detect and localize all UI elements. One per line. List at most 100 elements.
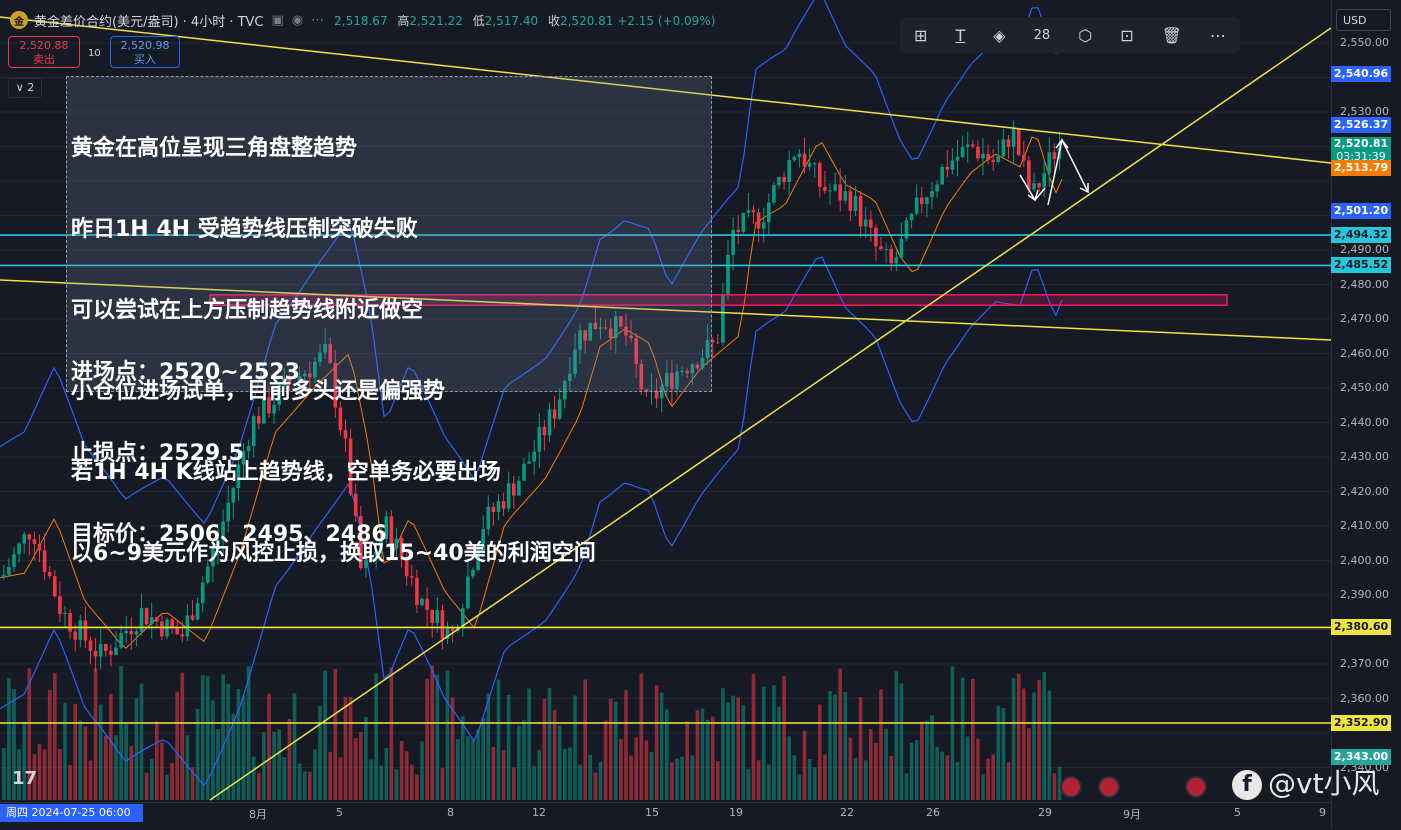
candle-body (302, 373, 307, 377)
volume-bar (527, 688, 531, 800)
candle-body (277, 385, 281, 405)
volume-bar (675, 758, 679, 800)
candle-body (491, 506, 496, 512)
volume-bar (262, 732, 266, 800)
candle-body (338, 407, 343, 431)
eye-icon[interactable]: ◉ (291, 12, 304, 28)
text-icon[interactable]: T (955, 25, 966, 45)
volume-bar (1047, 690, 1052, 800)
candle-body (726, 254, 730, 295)
candle-body (909, 213, 914, 221)
volume-bar (619, 739, 623, 800)
lock-icon[interactable]: ⊡ (1120, 25, 1134, 45)
candle-body (420, 598, 424, 606)
candle-body (578, 330, 582, 350)
high-value: 2,521.22 (409, 13, 463, 28)
candle-body (58, 596, 62, 615)
ascending-trendline (209, 27, 1331, 801)
candle-body (445, 627, 450, 639)
volume-bar (848, 737, 853, 800)
price-tick: 2,460.00 (1340, 346, 1389, 360)
volume-bar (950, 666, 955, 800)
candle-body (991, 160, 995, 162)
volume-bar (175, 691, 179, 800)
candle-body (63, 612, 67, 615)
price-tick: 2,370.00 (1340, 657, 1389, 670)
annotation-lines: 黄金在高位呈现三角盘整趋势 昨日1H 4H 受趋势线压制突破失败 可以尝试在上方… (71, 81, 596, 621)
us-event-flag-icon[interactable] (1060, 776, 1082, 798)
volume-bar (812, 767, 817, 800)
volume-bar (940, 751, 944, 800)
volume-bar (736, 697, 740, 800)
candle-body (863, 219, 868, 227)
volume-bar (420, 741, 424, 800)
time-tick: 8月 (249, 808, 267, 821)
candle-body (149, 617, 154, 625)
indicators-collapse-button[interactable]: ∨ 2 (8, 78, 42, 98)
volume-bar (930, 715, 934, 800)
candle-body (1006, 139, 1011, 147)
symbol-title[interactable]: 黄金差价合约(美元/盎司) · 4小时 · TVC (34, 14, 264, 30)
volume-bar (1027, 728, 1031, 800)
volume-bar (308, 771, 312, 800)
fill-icon[interactable]: ◈ (993, 25, 1006, 45)
buy-label: 买入 (134, 53, 156, 66)
volume-bar (986, 758, 990, 800)
candle-body (155, 617, 159, 622)
candle-body (1016, 128, 1021, 155)
buy-button[interactable]: 2,520.98 买入 (110, 36, 180, 68)
volume-bar (1001, 708, 1006, 800)
time-axis[interactable] (0, 802, 1331, 830)
candle-body (251, 416, 256, 446)
volume-bar (659, 692, 664, 800)
currency-select[interactable]: USD (1336, 9, 1391, 31)
volume-bar (481, 718, 485, 800)
candle-body (756, 212, 761, 229)
price-chart[interactable] (0, 0, 1331, 802)
candle-body (93, 650, 98, 657)
symbol-header: 金 黄金差价合约(美元/盎司) · 4小时 · TVC ▣ ◉ ⋯ 2,518.… (0, 8, 715, 32)
volume-bar (374, 673, 378, 800)
volume-bar (517, 725, 521, 800)
ohlc-values: 2,518.67 高2,521.22 低2,517.40 收2,520.81 +… (334, 12, 715, 29)
candlesticks (2, 120, 1062, 672)
volume-bar (767, 764, 771, 800)
price-tick: 2,470.00 (1340, 312, 1389, 325)
price-tick: 2,440.00 (1340, 415, 1389, 429)
trash-icon[interactable]: 🗑 (1161, 25, 1182, 45)
candle-body (858, 195, 863, 227)
candle-body (394, 538, 399, 549)
more-icon[interactable]: ⋯ (1209, 25, 1226, 45)
volume-bar (149, 758, 154, 800)
volume-bar (644, 740, 649, 800)
more-icon[interactable]: ⋯ (311, 12, 325, 28)
volume-bar (965, 736, 970, 800)
annotation-textbox[interactable]: 黄金在高位呈现三角盘整趋势 昨日1H 4H 受趋势线压制突破失败 可以尝试在上方… (66, 76, 712, 566)
us-event-flag-icon[interactable] (1098, 776, 1120, 798)
volume-bar (53, 673, 57, 800)
volume-bar (1022, 688, 1026, 800)
volume-bar (450, 697, 455, 800)
candle-body (236, 464, 241, 488)
candle-body (802, 153, 807, 167)
candle-body (624, 326, 628, 336)
sell-button[interactable]: 2,520.88 卖出 (8, 36, 80, 68)
candle-body (129, 630, 134, 635)
volume-bar (415, 774, 419, 800)
candle-body (1032, 183, 1036, 190)
sell-price: 2,520.88 (19, 39, 69, 52)
change-value: +2.15 (+0.09%) (617, 13, 716, 28)
candle-body (461, 608, 465, 629)
volume-bar (614, 701, 618, 800)
us-event-flag-icon[interactable] (1185, 776, 1207, 798)
volume-bar (491, 746, 496, 800)
volume-bar (751, 673, 756, 800)
candle-body (654, 390, 659, 399)
market-status-icon: ▣ (271, 12, 284, 28)
candle-body (384, 516, 389, 539)
candle-body (751, 210, 756, 213)
templates-icon[interactable]: ⊞ (914, 25, 928, 45)
font-size-button[interactable]: 28 (1033, 27, 1051, 43)
settings-icon[interactable]: ⬡ (1078, 25, 1093, 45)
drawings[interactable] (0, 16, 1331, 801)
